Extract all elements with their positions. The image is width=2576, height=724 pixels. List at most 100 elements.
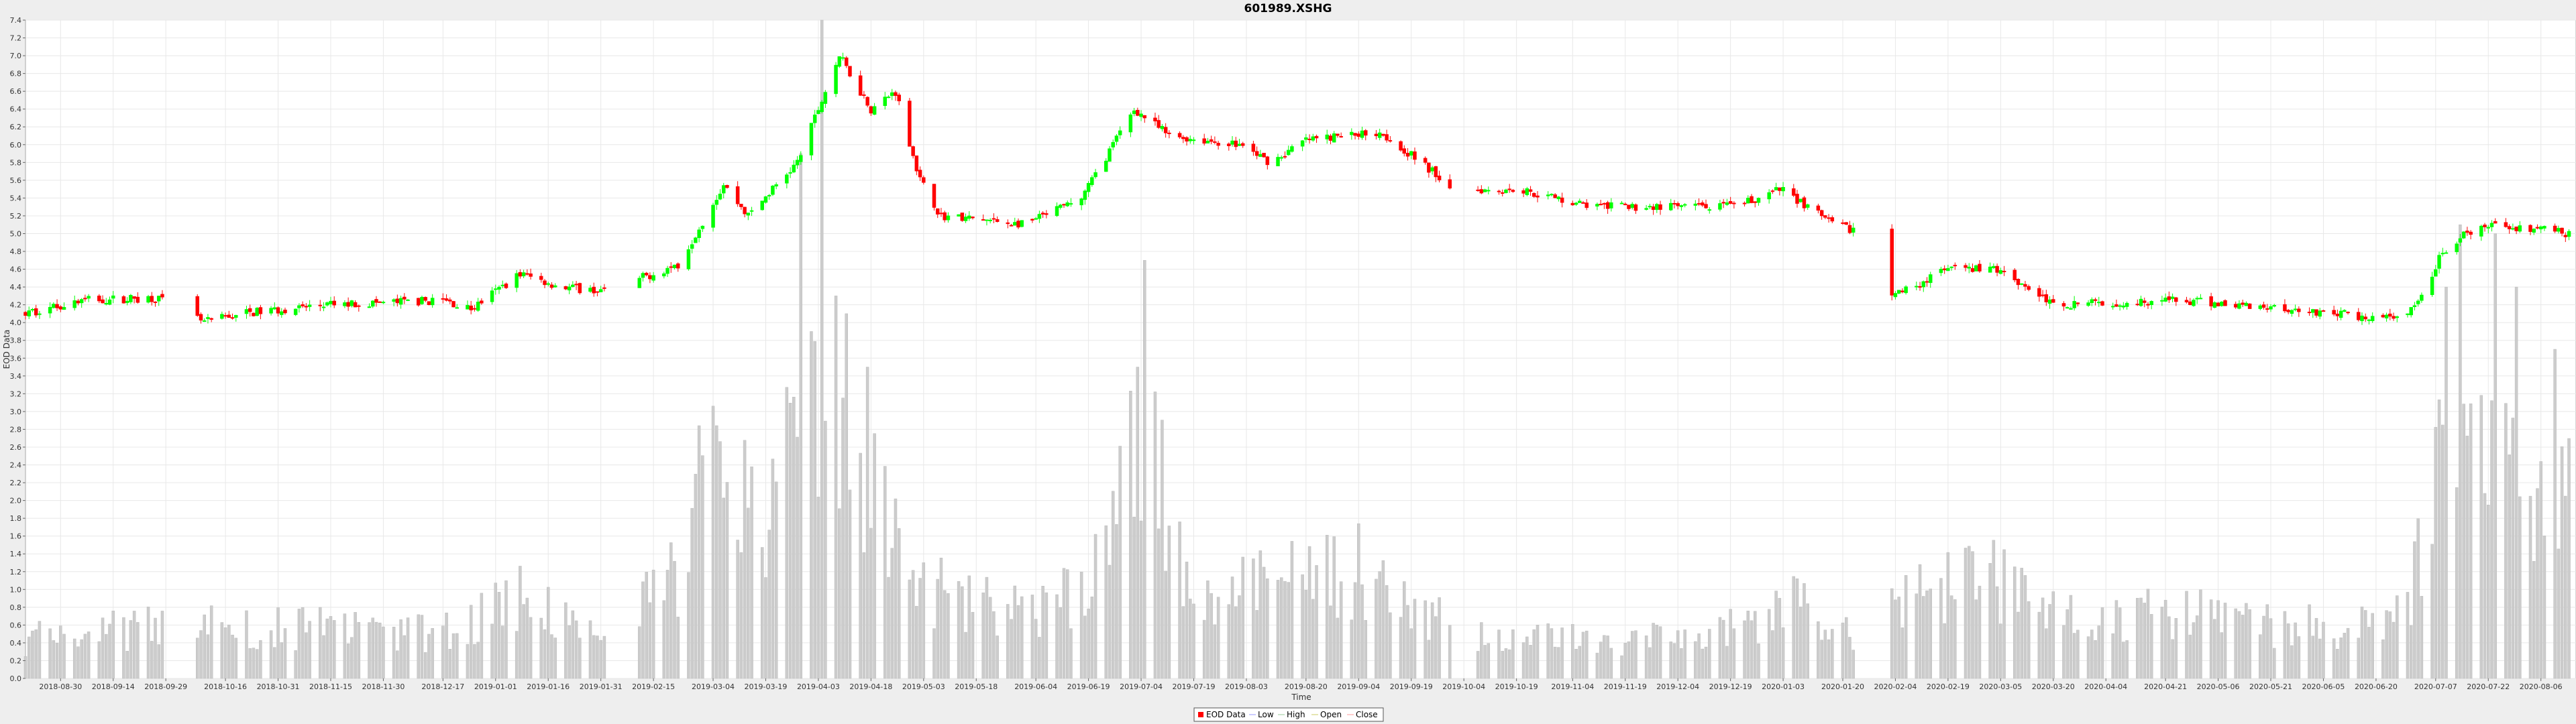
volume-bar: [1746, 611, 1750, 679]
candle-body: [34, 308, 38, 316]
candle-body: [1623, 203, 1627, 206]
volume-bar: [1848, 637, 1851, 679]
candle-body: [1142, 115, 1147, 119]
volume-bar: [641, 581, 645, 679]
volume-bar: [1424, 600, 1427, 679]
legend-label-open: Open: [1320, 710, 1342, 719]
candle-body: [1234, 140, 1238, 147]
volume-bar: [83, 634, 87, 679]
candle-body: [598, 289, 603, 292]
candle-body: [1756, 198, 1761, 203]
candle-body: [346, 302, 350, 307]
volume-bar: [2272, 648, 2276, 679]
volume-bar: [890, 548, 894, 679]
candle-body: [1725, 202, 1729, 205]
candle-body: [2121, 305, 2126, 308]
candle-body: [2142, 300, 2147, 303]
volume-bar: [1521, 642, 1525, 679]
volume-bar: [2122, 642, 2125, 679]
volume-bar: [1550, 628, 1554, 679]
volume-bar: [1234, 606, 1238, 679]
volume-bar: [2294, 622, 2297, 679]
candle-body: [2146, 304, 2150, 306]
candle-body: [1430, 167, 1434, 172]
volume-bar: [206, 634, 210, 679]
x-tick-label: 2018-09-29: [144, 682, 187, 691]
volume-bar: [2493, 233, 2497, 679]
candle-body: [971, 217, 975, 219]
x-axis: 2018-08-30 2018-09-14 2018-09-29 2018-10-16…: [39, 678, 2563, 691]
candle-body: [269, 308, 273, 314]
volume-bar: [602, 636, 606, 679]
volume-bar: [2041, 597, 2045, 679]
volume-bar: [2174, 618, 2178, 679]
candle-body: [1619, 202, 1624, 204]
candle-body: [799, 155, 803, 162]
volume-bar: [2290, 645, 2294, 679]
x-tick-label: 2019-03-04: [692, 682, 735, 691]
volume-bar: [1413, 599, 1417, 679]
candle-body: [1040, 213, 1045, 215]
candle-body: [1385, 134, 1389, 141]
x-tick-label: 2020-06-05: [2302, 682, 2345, 691]
volume-bar: [445, 612, 448, 679]
candle-body: [2114, 304, 2118, 307]
volume-bar: [1627, 641, 1631, 679]
volume-bar: [1968, 546, 1971, 679]
candle-body: [195, 296, 200, 316]
volume-bar: [845, 313, 849, 679]
x-tick-label: 2020-06-20: [2355, 682, 2398, 691]
volume-bar: [2188, 634, 2192, 679]
volume-bar: [368, 622, 371, 679]
candle-body: [1181, 137, 1185, 139]
candle-body: [1111, 141, 1115, 147]
candle-body: [1679, 205, 1684, 207]
candle-body: [1550, 194, 1554, 196]
volume-bar: [2528, 495, 2532, 679]
candle-body: [220, 314, 224, 319]
volume-bar: [2564, 495, 2567, 679]
candle-body: [280, 311, 284, 315]
volume-bar: [2286, 623, 2290, 679]
candle-body: [497, 286, 501, 290]
candle-body: [1213, 141, 1217, 143]
volume-bar: [529, 617, 533, 679]
candle-body: [935, 208, 940, 215]
volume-bar: [1448, 625, 1452, 679]
volume-bar: [1090, 596, 1094, 679]
candle-body: [1388, 140, 1393, 142]
x-tick-label: 2019-09-19: [1390, 682, 1433, 691]
y-tick-label: 4.4: [10, 283, 22, 292]
volume-bar: [2143, 603, 2146, 679]
candle-body: [104, 303, 109, 305]
volume-bar: [427, 634, 431, 679]
volume-bar: [1255, 610, 1258, 679]
candle-body: [209, 318, 213, 320]
candle-body: [1311, 136, 1316, 141]
candle-body: [848, 66, 852, 76]
candle-body: [1476, 189, 1480, 191]
volume-bar: [350, 637, 354, 679]
volume-bar: [2002, 549, 2006, 679]
volume-bar: [1311, 599, 1315, 679]
volume-bar: [392, 627, 396, 679]
candle-body: [1570, 202, 1575, 206]
volume-bar: [2213, 619, 2216, 679]
volume-bar: [915, 605, 918, 679]
candle-body: [1525, 188, 1529, 195]
volume-bar: [1574, 649, 1578, 679]
candle-body: [199, 314, 203, 321]
candle-body: [343, 302, 347, 306]
candle-body: [2037, 288, 2041, 297]
candle-body: [574, 284, 578, 286]
candle-body: [72, 300, 76, 308]
volume-bar: [1283, 581, 1287, 679]
candle-body: [55, 304, 59, 308]
candle-body: [886, 97, 891, 99]
candle-body: [101, 299, 105, 304]
candle-body: [2346, 312, 2350, 314]
candle-body: [1668, 202, 1673, 210]
volume-bar: [943, 590, 947, 679]
candle-body: [2023, 284, 2027, 287]
volume-bar: [838, 508, 841, 679]
